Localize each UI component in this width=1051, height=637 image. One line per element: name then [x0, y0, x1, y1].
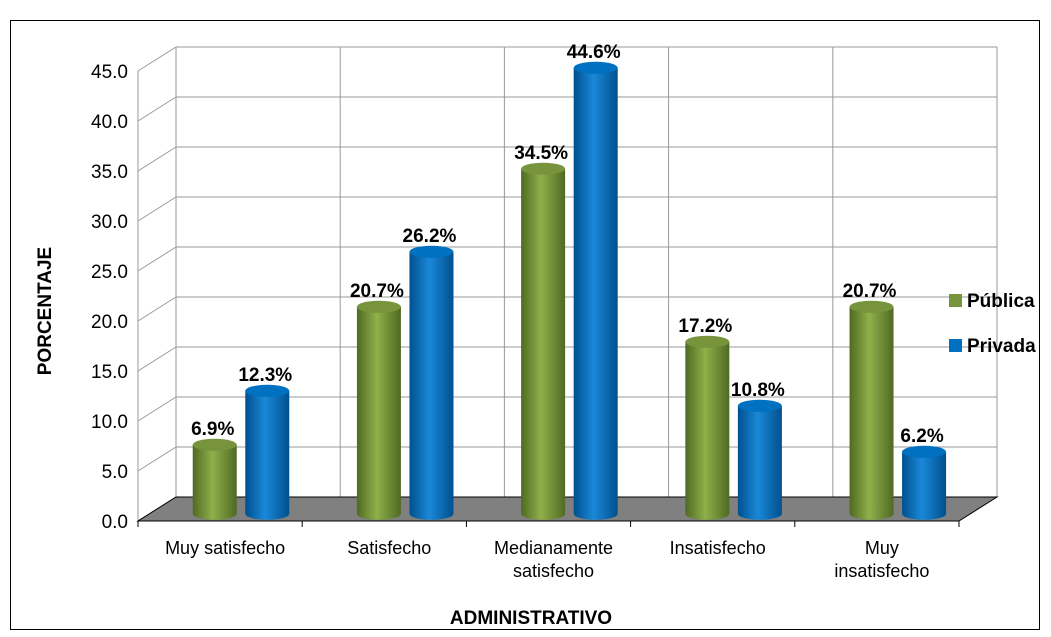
cylinder-top: [521, 162, 566, 175]
data-label: 17.2%: [678, 316, 732, 337]
gridline-side: [137, 346, 177, 372]
chart-frame: 6.9% 20.7% 34.5% 17.2% 20.7% 12.3% 26.2% 44.6% 1…: [10, 20, 1040, 630]
data-label: 6.9%: [191, 419, 234, 440]
data-label: 10.8%: [731, 380, 785, 401]
legend-swatch: [949, 294, 962, 307]
gridline-side: [137, 246, 177, 272]
bars: [192, 61, 947, 520]
cylinder-top: [902, 445, 947, 458]
y-tick-label: 45.0: [91, 62, 128, 83]
legend: Pública Privada: [949, 291, 1036, 357]
cylinder-body: [849, 306, 894, 520]
cylinder-top: [685, 335, 730, 348]
y-tick-label: 5.0: [102, 462, 128, 483]
bar-privada-2: [573, 61, 618, 520]
data-label: 20.7%: [350, 281, 404, 302]
y-tick-label: 15.0: [91, 362, 128, 383]
y-tick-label: 35.0: [91, 162, 128, 183]
y-tick-label: 0.0: [102, 512, 128, 533]
cylinder-body: [685, 341, 730, 520]
legend-swatch: [949, 339, 962, 352]
data-label: 26.2%: [403, 226, 457, 247]
x-tick-label: Medianamente: [494, 538, 613, 558]
bar-privada-4: [902, 445, 947, 520]
cylinder-body: [521, 168, 566, 520]
bar-publica-2: [521, 162, 566, 520]
x-axis-title: ADMINISTRATIVO: [450, 608, 612, 629]
data-label: 12.3%: [238, 365, 292, 386]
x-tick-label: insatisfecho: [834, 561, 929, 581]
legend-label: Privada: [967, 336, 1036, 357]
gridline-side: [137, 196, 177, 222]
cylinder-top: [737, 399, 782, 412]
cylinder-top: [192, 438, 237, 451]
bar-publica-1: [356, 300, 401, 520]
bar-privada-0: [245, 384, 290, 520]
cylinder-top: [356, 300, 401, 313]
cylinder-body: [902, 451, 947, 520]
y-axis-title: PORCENTAJE: [35, 247, 56, 375]
y-tick-label: 25.0: [91, 262, 128, 283]
x-tick-label: Muy: [865, 538, 899, 558]
x-tick-label: Satisfecho: [347, 538, 431, 558]
x-tick-label: Muy satisfecho: [165, 538, 285, 558]
legend-label: Pública: [967, 291, 1035, 312]
y-tick-label: 30.0: [91, 212, 128, 233]
gridline-side: [137, 296, 177, 322]
cylinder-top: [849, 300, 894, 313]
gridline-side: [137, 46, 177, 72]
data-labels: 6.9% 20.7% 34.5% 17.2% 20.7% 12.3% 26.2% 44.6% 1…: [191, 42, 944, 447]
gridline-side: [137, 396, 177, 422]
gridline-side: [137, 146, 177, 172]
data-label: 34.5%: [514, 143, 568, 164]
cylinder-body: [356, 306, 401, 520]
bar-publica-3: [685, 335, 730, 520]
cylinder-body: [409, 251, 454, 520]
cylinder-top: [409, 245, 454, 258]
bar-chart: 6.9% 20.7% 34.5% 17.2% 20.7% 12.3% 26.2% 44.6% 1…: [35, 42, 1036, 629]
gridline-side: [137, 96, 177, 122]
axes: 0.0 5.0 10.0 15.0 20.0 25.0 30.0 35.0 40.0 45.0 Mu…: [35, 62, 960, 629]
bar-publica-0: [192, 438, 237, 520]
data-label: 44.6%: [567, 42, 621, 63]
cylinder-top: [245, 384, 290, 397]
x-tick-label: satisfecho: [513, 561, 594, 581]
x-tick-label: Insatisfecho: [670, 538, 766, 558]
y-tick-label: 10.0: [91, 412, 128, 433]
gridline-side: [137, 446, 177, 472]
cylinder-body: [192, 444, 237, 520]
y-tick-label: 40.0: [91, 112, 128, 133]
bar-publica-4: [849, 300, 894, 520]
bar-privada-1: [409, 245, 454, 520]
cylinder-body: [737, 405, 782, 520]
cylinder-body: [573, 67, 618, 520]
data-label: 6.2%: [900, 426, 943, 447]
bar-privada-3: [737, 399, 782, 520]
cylinder-body: [245, 390, 290, 520]
cylinder-top: [573, 61, 618, 74]
y-tick-label: 20.0: [91, 312, 128, 333]
data-label: 20.7%: [843, 281, 897, 302]
